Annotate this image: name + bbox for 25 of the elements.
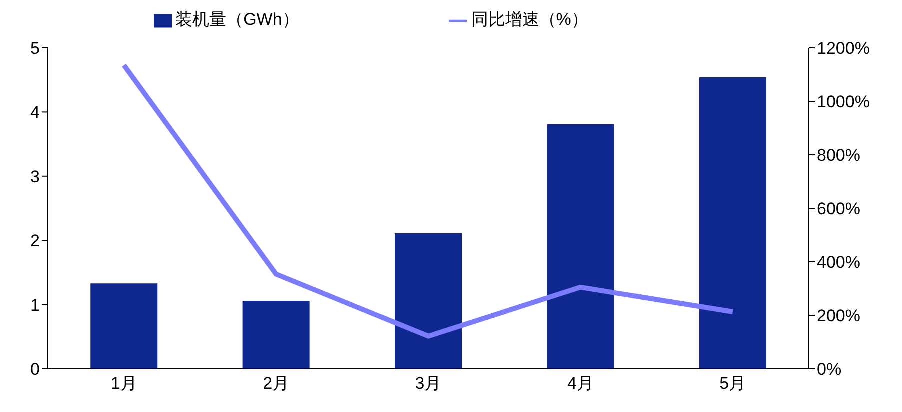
- y2-tick-label: 800%: [817, 146, 860, 166]
- y-tick-label: 3: [30, 167, 40, 186]
- y-tick-label: 5: [30, 39, 40, 58]
- bar: [90, 284, 158, 369]
- bar: [242, 300, 310, 369]
- x-tick-label: 4月: [567, 374, 594, 394]
- x-tick-label: 3月: [415, 374, 442, 394]
- y2-tick-label: 400%: [817, 253, 860, 272]
- x-tick-label: 5月: [720, 374, 746, 394]
- y-tick-label: 4: [30, 103, 40, 122]
- y2-tick-label: 0%: [817, 360, 842, 380]
- y2-tick-label: 1000%: [817, 92, 870, 112]
- bar: [699, 78, 766, 369]
- legend-label: 装机量（GWh）: [176, 10, 300, 29]
- y2-tick-label: 200%: [817, 306, 860, 326]
- bar: [547, 124, 614, 369]
- y2-tick-label: 1200%: [817, 39, 870, 58]
- x-tick-label: 2月: [263, 374, 290, 394]
- x-tick-label: 1月: [110, 374, 138, 394]
- y-tick-label: 0: [30, 360, 40, 380]
- legend-label: 同比增速（%）: [471, 10, 588, 29]
- bar: [395, 234, 462, 369]
- y-tick-label: 2: [30, 232, 40, 251]
- y2-tick-label: 600%: [817, 200, 860, 219]
- y-tick-label: 1: [30, 296, 40, 315]
